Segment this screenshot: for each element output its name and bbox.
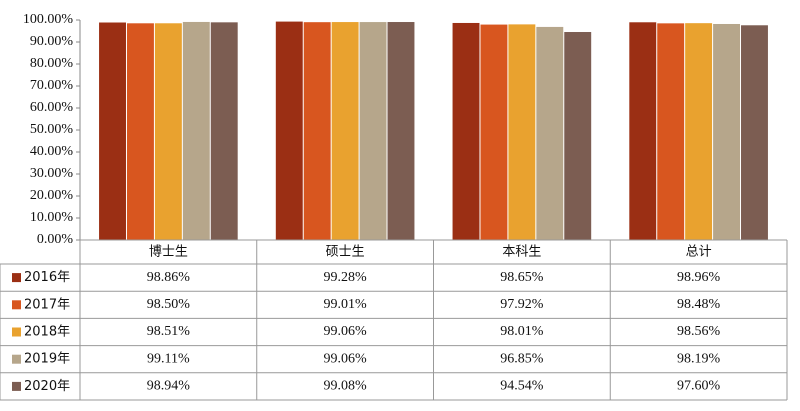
y-tick-label: 0.00% xyxy=(37,232,74,247)
y-tick-label: 50.00% xyxy=(30,122,74,137)
legend-swatch xyxy=(12,273,21,283)
bar xyxy=(331,22,359,241)
bar xyxy=(564,32,592,241)
bar xyxy=(741,25,768,241)
y-tick-label: 60.00% xyxy=(30,100,74,115)
table-value: 96.85% xyxy=(500,351,544,366)
legend-label: 2017年 xyxy=(24,297,70,312)
bar xyxy=(387,22,415,240)
y-tick-label: 90.00% xyxy=(30,34,74,49)
bar xyxy=(508,24,536,240)
bar xyxy=(154,23,182,240)
y-tick-label: 10.00% xyxy=(30,210,74,225)
bar xyxy=(359,22,387,241)
legend-swatch xyxy=(12,354,21,364)
bar xyxy=(126,23,154,240)
table-value: 99.08% xyxy=(324,379,368,394)
y-tick-label: 80.00% xyxy=(30,56,74,71)
table-value: 98.96% xyxy=(677,270,721,285)
bar xyxy=(210,22,238,240)
table-value: 99.11% xyxy=(147,351,190,366)
legend-label: 2018年 xyxy=(24,325,70,340)
table-value: 98.94% xyxy=(147,379,191,394)
table-value: 99.28% xyxy=(324,270,368,285)
table-value: 94.54% xyxy=(500,379,544,394)
table-value: 98.50% xyxy=(147,297,191,312)
y-tick-label: 100.00% xyxy=(23,12,74,27)
bar xyxy=(685,23,713,240)
bar xyxy=(713,23,741,241)
legend-swatch xyxy=(12,327,21,337)
table-value: 98.51% xyxy=(147,324,191,339)
bar xyxy=(303,22,331,241)
y-tick-label: 70.00% xyxy=(30,78,74,93)
table-value: 97.60% xyxy=(677,379,721,394)
bar xyxy=(452,22,480,240)
category-label: 博士生 xyxy=(149,245,188,260)
table-value: 98.48% xyxy=(677,297,721,312)
category-label: 本科生 xyxy=(502,245,541,260)
table-value: 98.65% xyxy=(500,270,544,285)
legend-swatch xyxy=(12,300,21,310)
legend-swatch xyxy=(12,381,21,391)
bar xyxy=(275,21,303,240)
y-tick-label: 30.00% xyxy=(30,166,74,181)
table-value: 98.19% xyxy=(677,351,721,366)
table-value: 98.86% xyxy=(147,270,191,285)
table-value: 99.01% xyxy=(324,297,368,312)
bar xyxy=(536,26,564,241)
bar xyxy=(182,21,210,240)
table-value: 99.06% xyxy=(324,324,368,339)
legend-label: 2020年 xyxy=(24,379,70,394)
table-value: 98.01% xyxy=(500,324,544,339)
bar xyxy=(657,23,685,241)
table-value: 98.56% xyxy=(677,324,721,339)
category-label: 总计 xyxy=(686,245,712,260)
bar xyxy=(480,24,508,240)
y-tick-label: 20.00% xyxy=(30,188,74,203)
legend-label: 2016年 xyxy=(24,270,70,285)
y-tick-label: 40.00% xyxy=(30,144,74,159)
bar xyxy=(629,22,657,241)
table-value: 99.06% xyxy=(324,351,368,366)
table-value: 97.92% xyxy=(500,297,544,312)
category-label: 硕士生 xyxy=(326,245,365,260)
legend-label: 2019年 xyxy=(24,352,70,367)
bar xyxy=(99,22,126,241)
